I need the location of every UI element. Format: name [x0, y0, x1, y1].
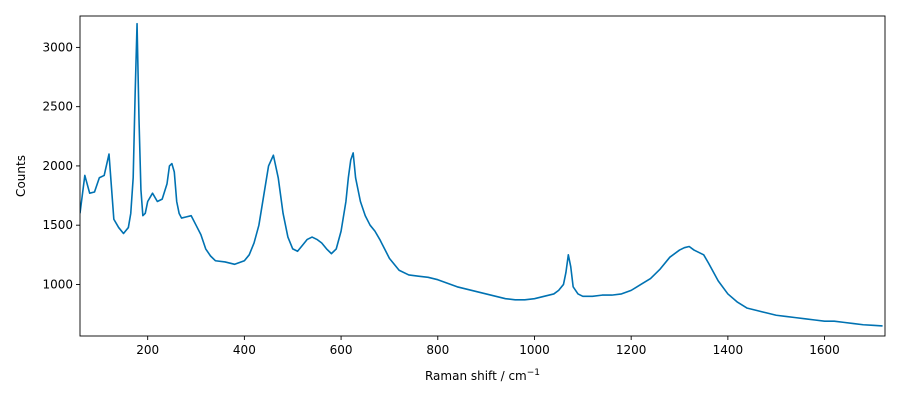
y-tick-label: 3000: [42, 40, 73, 54]
axes-frame: [79, 15, 886, 337]
x-axis-title-text: Raman shift / cm: [425, 369, 527, 383]
plot-area: [80, 22, 883, 327]
y-tick-label: 2000: [42, 159, 73, 173]
y-axis-title: Counts: [14, 155, 28, 197]
x-tick-label: 200: [136, 343, 159, 357]
x-axis-title: Raman shift / cm−1: [425, 368, 540, 383]
y-tick-label: 1000: [42, 277, 73, 291]
x-tick-label: 1200: [616, 343, 647, 357]
x-tick-label: 800: [426, 343, 449, 357]
x-axis: 200 400 600 800 1000 1200 1400 1600: [136, 336, 840, 357]
x-tick-label: 600: [330, 343, 353, 357]
x-tick-label: 1000: [519, 343, 550, 357]
x-tick-label: 1600: [809, 343, 840, 357]
y-tick-label: 1500: [42, 218, 73, 232]
x-tick-label: 1400: [713, 343, 744, 357]
y-tick-label: 2500: [42, 100, 73, 114]
x-axis-title-superscript: −1: [527, 368, 540, 378]
spectrum-series-line: [80, 22, 883, 327]
x-tick-label: 400: [233, 343, 256, 357]
y-axis: 1000 1500 2000 2500 3000: [42, 40, 80, 291]
